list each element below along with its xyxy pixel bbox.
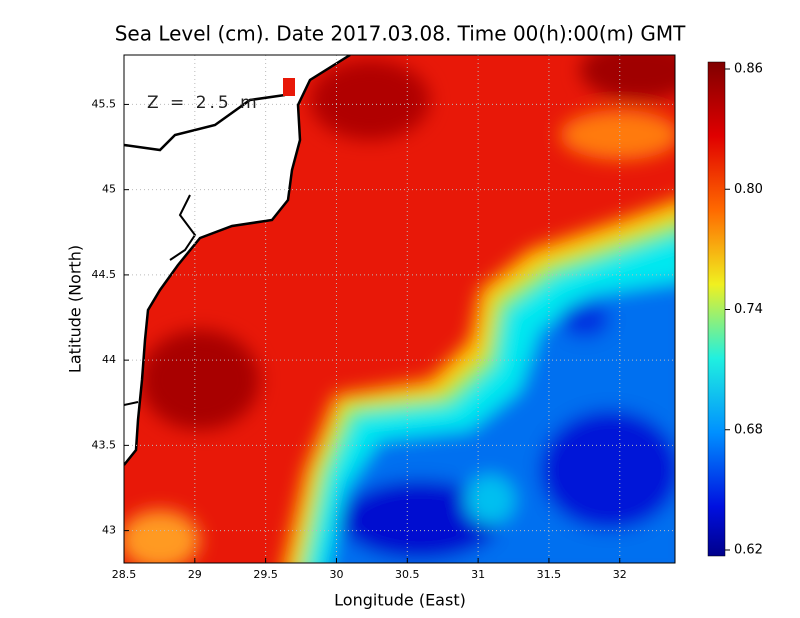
- coastline-bay: [124, 401, 139, 406]
- x-tick-label: 31: [471, 568, 485, 581]
- plot-frame: [123, 54, 676, 564]
- x-tick-label: 30: [329, 568, 343, 581]
- colorbar-tick-label: 0.74: [734, 302, 763, 317]
- x-tick-label: 29: [188, 568, 202, 581]
- sea-level-field: [124, 55, 675, 563]
- land: [124, 55, 350, 465]
- y-tick-label: 44: [102, 353, 116, 366]
- field-layers: [124, 55, 675, 563]
- title: Sea Level (cm). Date 2017.03.08. Time 00…: [115, 22, 686, 46]
- x-tick-label: 31.5: [537, 568, 562, 581]
- colorbar: [707, 61, 726, 557]
- colorbar-tick-label: 0.62: [734, 543, 763, 558]
- depth-annotation: Z = 2.5 m: [147, 93, 260, 113]
- y-axis-label: Latitude (North): [66, 245, 85, 373]
- y-tick-label: 44.5: [92, 268, 117, 281]
- y-tick-label: 43.5: [92, 438, 117, 451]
- x-tick-label: 28.5: [112, 568, 137, 581]
- x-axis-label: Longitude (East): [334, 591, 466, 610]
- x-tick-label: 32: [613, 568, 627, 581]
- coastline-inner: [124, 93, 286, 152]
- y-tick-label: 45: [102, 183, 116, 196]
- y-tick-label: 43: [102, 524, 116, 537]
- field-patch: [283, 78, 295, 96]
- colorbar-tick-label: 0.86: [734, 62, 763, 77]
- x-tick-label: 29.5: [253, 568, 278, 581]
- colorbar-tick-label: 0.68: [734, 422, 763, 437]
- colorbar-tick-label: 0.80: [734, 182, 763, 197]
- y-tick-label: 45.5: [92, 97, 117, 110]
- coastline: [124, 55, 351, 466]
- x-tick-label: 30.5: [395, 568, 420, 581]
